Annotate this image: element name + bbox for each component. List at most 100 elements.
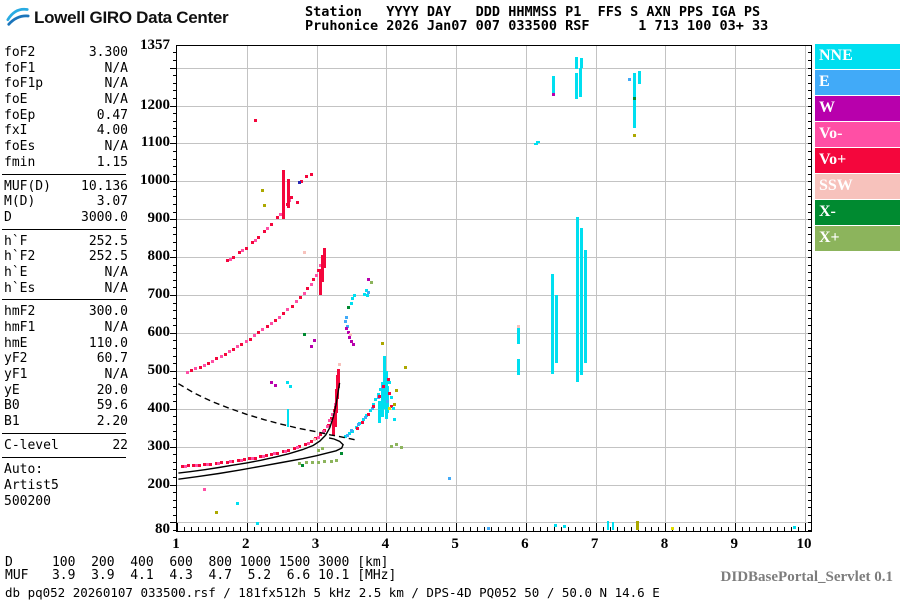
echo-dot — [265, 325, 269, 329]
echo-dot — [633, 134, 637, 138]
param-label: C-level — [4, 437, 59, 453]
param-label: fmin — [4, 154, 36, 170]
echo-dot — [362, 292, 366, 296]
echo-dot — [368, 408, 372, 412]
param-value: 3000.0 — [81, 209, 128, 225]
x-tick — [204, 527, 206, 531]
y-tick — [173, 82, 177, 84]
y-tick — [173, 431, 177, 433]
param-row-foF1p: foF1p N/A — [4, 76, 128, 92]
echo-dot — [349, 301, 353, 305]
echo-bar — [337, 368, 340, 388]
y-tick — [173, 423, 177, 425]
legend-item-Vo-[interactable]: Vo- — [815, 122, 900, 147]
y-tick-right — [808, 82, 811, 84]
echo-dot — [309, 172, 313, 176]
y-axis-label-1100: 1100 — [140, 134, 170, 151]
echo-dot — [361, 418, 365, 422]
param-row-D: D 3000.0 — [4, 210, 128, 226]
echo-dot — [394, 389, 398, 393]
param-label: B1 — [4, 414, 20, 430]
param-label: yE — [4, 382, 20, 398]
echo-bar — [550, 273, 554, 374]
y-tick-right — [808, 332, 811, 334]
y-tick-right — [808, 385, 811, 387]
legend-item-SSW[interactable]: SSW — [815, 174, 900, 199]
echo-dot — [372, 404, 376, 408]
x-tick — [763, 527, 765, 531]
y-tick — [173, 401, 177, 403]
echo-dot — [344, 320, 348, 323]
y-tick — [173, 196, 177, 198]
legend-item-Vo+[interactable]: Vo+ — [815, 148, 900, 173]
param-value: N/A — [104, 60, 128, 76]
param-value: N/A — [104, 139, 128, 155]
echo-dot — [248, 337, 252, 341]
echo-dot — [282, 312, 286, 316]
antenna-direction-legend: NNE E W Vo- Vo+ SSW X- X+ — [815, 44, 900, 252]
x-axis-label-4: 4 — [381, 536, 390, 552]
auto-info-line: 500200 — [4, 493, 51, 509]
echo-dot — [386, 377, 390, 381]
gridline-1100km — [177, 143, 811, 145]
x-tick — [309, 527, 311, 531]
legend-item-E[interactable]: E — [815, 70, 900, 95]
legend-item-X-[interactable]: X- — [815, 200, 900, 225]
param-value: N/A — [104, 320, 128, 335]
param-label: hmF1 — [4, 320, 36, 335]
param-value: 2.20 — [96, 414, 128, 430]
echo-dot — [377, 392, 381, 396]
echo-dot — [303, 442, 307, 446]
x-tick — [504, 527, 506, 531]
echo-dot — [382, 385, 385, 389]
echo-dot — [366, 278, 370, 282]
y-tick — [173, 90, 177, 92]
echo-dot — [236, 345, 240, 349]
gridline-1200km — [177, 105, 811, 107]
x-tick — [798, 527, 800, 531]
y-tick-right — [808, 499, 811, 501]
echo-dot — [254, 119, 258, 123]
echo-bar — [321, 255, 325, 282]
echo-dot — [269, 223, 273, 227]
x-tick — [770, 527, 772, 531]
y-tick-right — [808, 408, 811, 410]
echo-dot — [298, 445, 302, 449]
x-axis-label-3: 3 — [311, 536, 320, 552]
echo-dot — [186, 371, 189, 375]
echo-dot — [304, 461, 308, 465]
legend-item-X+[interactable]: X+ — [815, 226, 900, 251]
ionogram-plot[interactable] — [170, 45, 812, 532]
param-label: fxI — [4, 123, 28, 139]
x-tick — [211, 527, 213, 531]
y-tick-right — [808, 90, 811, 92]
x-tick — [393, 527, 395, 531]
y-tick-right — [808, 52, 811, 54]
x-tick — [742, 527, 744, 531]
x-tick — [421, 527, 423, 531]
echo-dot — [262, 204, 266, 208]
echo-dot — [356, 423, 360, 427]
param-value: 0.47 — [96, 107, 128, 123]
echo-dot — [387, 406, 391, 410]
echo-dot — [302, 292, 306, 295]
echo-dot — [214, 462, 218, 466]
echo-dot — [317, 448, 321, 452]
param-value: 59.6 — [96, 398, 128, 414]
x-tick — [532, 527, 534, 531]
gridline-600km — [177, 332, 811, 334]
echo-bar — [584, 249, 588, 364]
param-label: D — [4, 209, 12, 225]
legend-item-W[interactable]: W — [815, 96, 900, 121]
echo-dot — [263, 229, 267, 233]
echo-bar — [578, 67, 582, 98]
echo-dot — [301, 464, 305, 468]
y-tick-right — [808, 113, 811, 115]
echo-dot — [299, 296, 302, 300]
y-tick — [173, 120, 177, 122]
param-row-B0: B0 59.6 — [4, 398, 128, 414]
param-label: h`F2 — [4, 249, 36, 265]
y-tick-right — [808, 325, 811, 327]
param-value: 110.0 — [88, 335, 128, 351]
legend-item-NNE[interactable]: NNE — [815, 44, 900, 69]
